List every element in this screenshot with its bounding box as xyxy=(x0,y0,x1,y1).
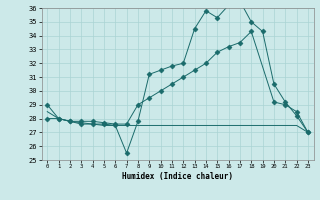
X-axis label: Humidex (Indice chaleur): Humidex (Indice chaleur) xyxy=(122,172,233,181)
